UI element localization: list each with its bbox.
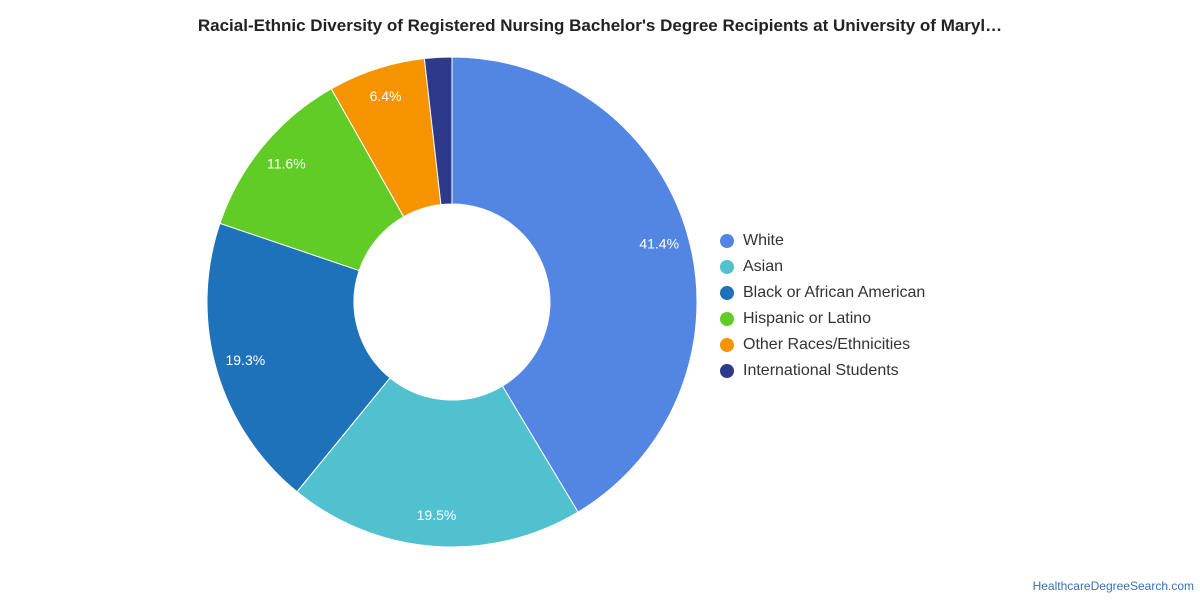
slice-international-students[interactable] — [423, 56, 453, 206]
slice-hispanic-or-latino[interactable] — [219, 88, 405, 272]
legend-item[interactable]: Hispanic or Latino — [720, 306, 925, 332]
legend-label: International Students — [743, 362, 899, 379]
slice-label: 19.5% — [417, 507, 457, 523]
slice-white[interactable] — [451, 56, 698, 513]
legend-item[interactable]: International Students — [720, 358, 925, 384]
legend-item[interactable]: Other Races/Ethnicities — [720, 332, 925, 358]
slice-label: 41.4% — [639, 235, 679, 251]
legend-label: White — [743, 232, 784, 249]
legend-label: Asian — [743, 258, 784, 275]
legend-label: Hispanic or Latino — [743, 310, 872, 327]
legend-swatch-icon — [720, 364, 734, 378]
legend-item[interactable]: White — [720, 228, 925, 254]
legend-swatch-icon — [720, 312, 734, 326]
legend-swatch-icon — [720, 286, 734, 300]
legend: White Asian Black or African American Hispa… — [720, 228, 925, 384]
slice-label: 19.3% — [225, 352, 265, 368]
legend-label: Black or African American — [743, 284, 926, 301]
slice-black-or-african-american[interactable] — [206, 222, 391, 493]
source-link[interactable]: HealthcareDegreeSearch.com — [1032, 579, 1194, 593]
slice-label: 6.4% — [370, 88, 402, 104]
legend-swatch-icon — [720, 260, 734, 274]
legend-item[interactable]: Asian — [720, 254, 925, 280]
slice-label: 11.6% — [267, 156, 306, 172]
slice-asian[interactable] — [296, 377, 579, 548]
legend-item[interactable]: Black or African American — [720, 280, 925, 306]
legend-swatch-icon — [720, 338, 734, 352]
chart-title: Racial-Ethnic Diversity of Registered Nu… — [197, 16, 1003, 35]
legend-label: Other Races/Ethnicities — [743, 336, 911, 353]
legend-swatch-icon — [720, 234, 734, 248]
